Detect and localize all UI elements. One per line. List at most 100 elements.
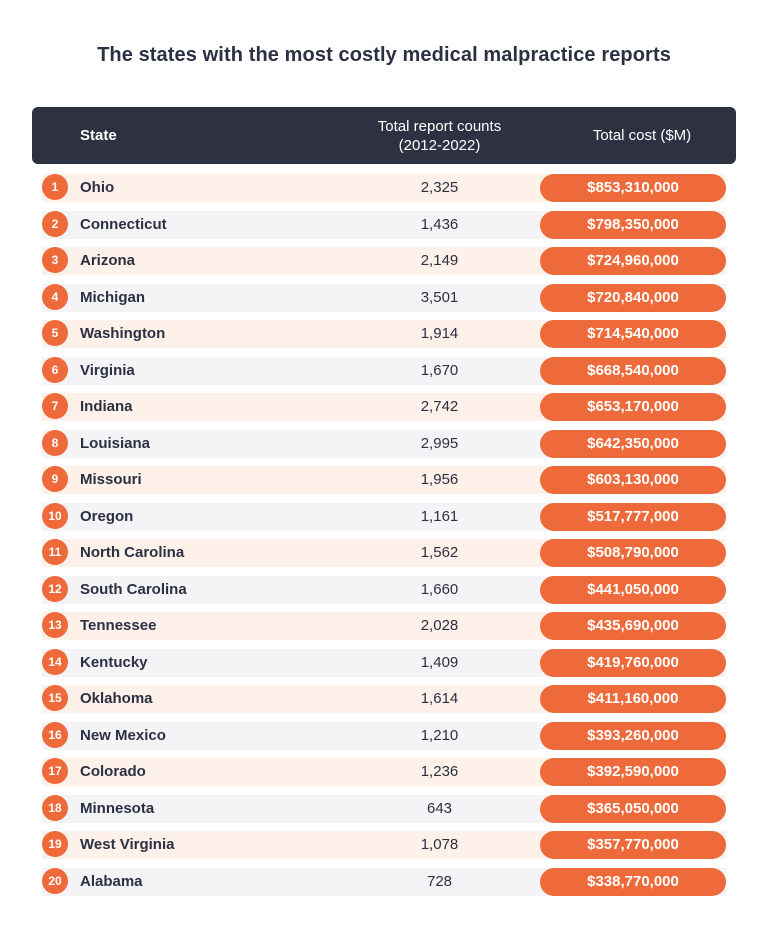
total-cost-pill: $508,790,000 (540, 539, 726, 567)
rank-badge: 15 (42, 685, 68, 711)
report-count: 3,501 (420, 288, 459, 306)
state-name: Kentucky (80, 653, 148, 671)
table-row: 13 Tennessee 2,028 $435,690,000 (32, 608, 736, 645)
state-name: Tennessee (80, 617, 157, 634)
table-row: 15 Oklahoma 1,614 $411,160,000 (32, 681, 736, 718)
state-name: New Mexico (80, 726, 166, 744)
state-name: Minnesota (80, 799, 155, 817)
rank-badge: 4 (42, 283, 68, 310)
rank-badge: 20 (42, 867, 68, 894)
total-cost-pill: $411,160,000 (540, 685, 726, 713)
report-count: 643 (426, 799, 453, 817)
rank-badge: 7 (42, 393, 68, 419)
state-name: Louisiana (80, 434, 151, 452)
total-cost-pill: $517,777,000 (540, 502, 726, 531)
total-cost-pill: $365,050,000 (540, 794, 726, 823)
total-cost-pill: $668,540,000 (540, 356, 726, 385)
state-name: Oklahoma (80, 690, 153, 707)
state-name: Colorado (80, 763, 146, 780)
table-row: 3 Arizona 2,149 $724,960,000 (32, 243, 736, 280)
rank-badge: 18 (42, 794, 68, 821)
rank-badge: 17 (42, 758, 68, 784)
rank-badge: 8 (42, 429, 68, 456)
table-row: 8 Louisiana 2,995 $642,350,000 (32, 426, 736, 463)
report-count: 1,614 (420, 690, 459, 707)
state-name: Washington (80, 325, 166, 342)
table-header: State Total report counts (2012-2022) To… (32, 107, 736, 164)
header-report-counts-line1: Total report counts (377, 118, 502, 135)
state-name: Missouri (80, 471, 142, 488)
table-row: 9 Missouri 1,956 $603,130,000 (32, 462, 736, 499)
report-count: 1,078 (420, 836, 459, 853)
report-count: 2,325 (420, 179, 459, 196)
table-row: 12 South Carolina 1,660 $441,050,000 (32, 572, 736, 609)
rank-badge: 16 (42, 721, 68, 748)
report-count: 1,914 (420, 325, 459, 342)
total-cost-pill: $714,540,000 (540, 320, 726, 348)
table-row: 4 Michigan 3,501 $720,840,000 (32, 280, 736, 317)
total-cost-pill: $357,770,000 (540, 831, 726, 859)
state-name: Virginia (80, 361, 135, 379)
table-row: 14 Kentucky 1,409 $419,760,000 (32, 645, 736, 682)
state-name: Connecticut (80, 215, 167, 233)
report-count: 1,436 (420, 215, 459, 233)
table-row: 19 West Virginia 1,078 $357,770,000 (32, 827, 736, 864)
state-name: North Carolina (80, 544, 185, 561)
state-name: Michigan (80, 288, 146, 306)
rank-badge: 10 (42, 502, 68, 529)
header-state: State (80, 127, 117, 144)
rank-badge: 1 (42, 174, 68, 200)
report-count: 2,149 (420, 252, 459, 269)
table-row: 5 Washington 1,914 $714,540,000 (32, 316, 736, 353)
report-count: 1,562 (420, 544, 459, 561)
table-row: 1 Ohio 2,325 $853,310,000 (32, 170, 736, 207)
report-count: 1,409 (420, 653, 459, 671)
total-cost-pill: $853,310,000 (540, 174, 726, 202)
report-count: 728 (426, 872, 453, 890)
rank-badge: 11 (42, 539, 68, 565)
header-report-counts: Total report counts (2012-2022) (352, 117, 527, 155)
state-name: Oregon (80, 507, 134, 525)
report-count: 2,742 (420, 398, 459, 415)
rank-badge: 5 (42, 320, 68, 346)
rank-badge: 19 (42, 831, 68, 857)
table-row: 2 Connecticut 1,436 $798,350,000 (32, 207, 736, 244)
rank-badge: 13 (42, 612, 68, 638)
report-count: 2,995 (420, 434, 459, 452)
rank-badge: 14 (42, 648, 68, 675)
state-name: South Carolina (80, 580, 187, 598)
state-name: Indiana (80, 398, 133, 415)
rank-badge: 2 (42, 210, 68, 237)
table-row: 11 North Carolina 1,562 $508,790,000 (32, 535, 736, 572)
table-body: 1 Ohio 2,325 $853,310,000 2 Connecticut 1,436 $… (32, 170, 736, 900)
total-cost-pill: $419,760,000 (540, 648, 726, 677)
total-cost-pill: $441,050,000 (540, 575, 726, 604)
state-name: Ohio (80, 179, 115, 196)
rank-badge: 9 (42, 466, 68, 492)
report-count: 1,660 (420, 580, 459, 598)
report-count: 1,956 (420, 471, 459, 488)
rank-badge: 12 (42, 575, 68, 602)
table-row: 16 New Mexico 1,210 $393,260,000 (32, 718, 736, 755)
total-cost-pill: $798,350,000 (540, 210, 726, 239)
table-row: 6 Virginia 1,670 $668,540,000 (32, 353, 736, 390)
total-cost-pill: $724,960,000 (540, 247, 726, 275)
total-cost-pill: $653,170,000 (540, 393, 726, 421)
rank-badge: 6 (42, 356, 68, 383)
report-count: 2,028 (420, 617, 459, 634)
chart-title: The states with the most costly medical … (97, 44, 671, 66)
total-cost-pill: $338,770,000 (540, 867, 726, 896)
total-cost-pill: $603,130,000 (540, 466, 726, 494)
header-total-cost: Total cost ($M) (592, 127, 692, 144)
total-cost-pill: $720,840,000 (540, 283, 726, 312)
report-count: 1,210 (420, 726, 459, 744)
total-cost-pill: $392,590,000 (540, 758, 726, 786)
rank-badge: 3 (42, 247, 68, 273)
state-name: Alabama (80, 872, 143, 890)
total-cost-pill: $393,260,000 (540, 721, 726, 750)
table-row: 17 Colorado 1,236 $392,590,000 (32, 754, 736, 791)
report-count: 1,161 (420, 507, 459, 525)
report-count: 1,236 (420, 763, 459, 780)
state-name: Arizona (80, 252, 136, 269)
total-cost-pill: $435,690,000 (540, 612, 726, 640)
